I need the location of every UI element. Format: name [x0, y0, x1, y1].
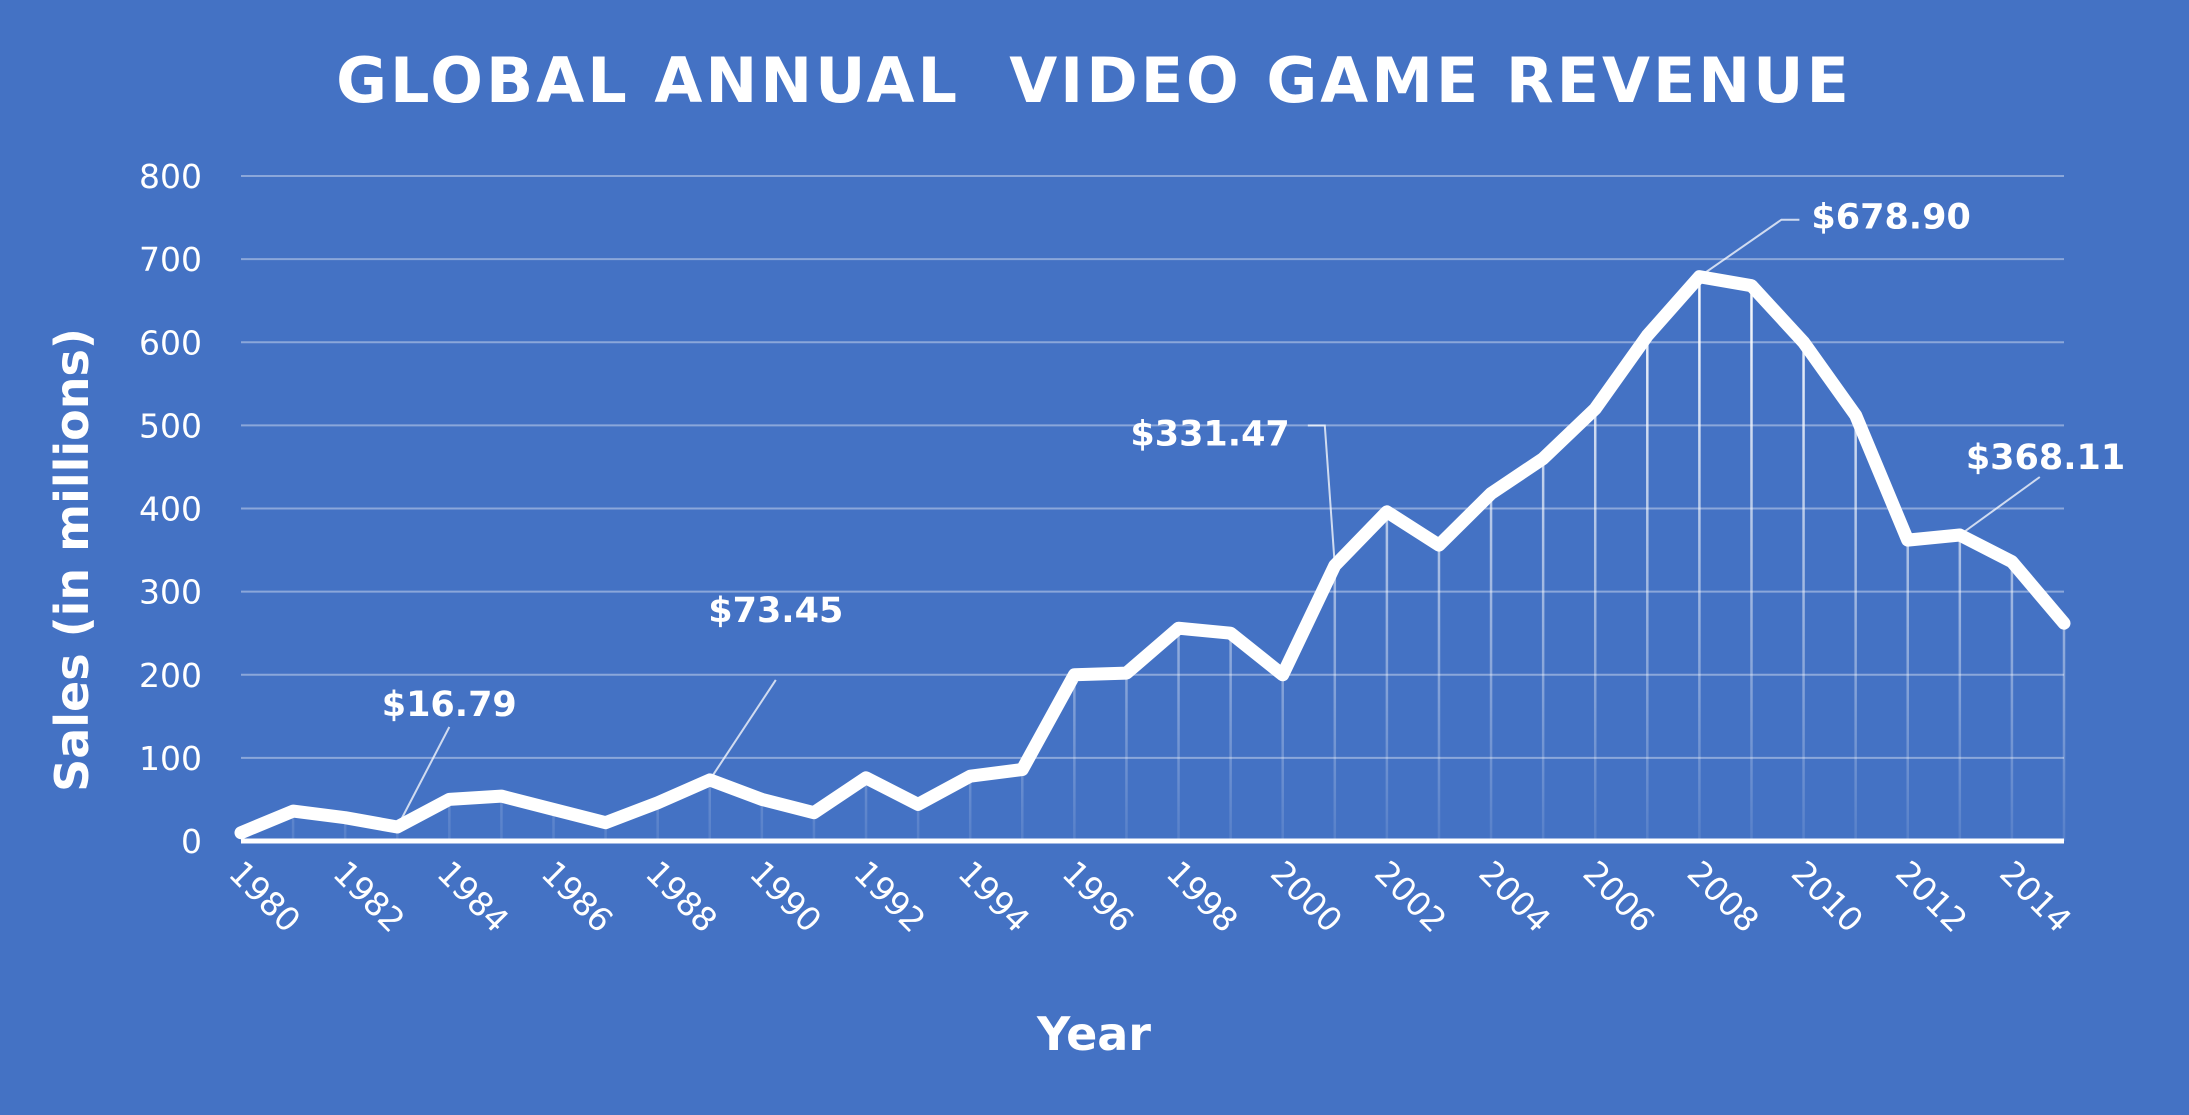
data-label: $678.90: [1811, 198, 1970, 238]
y-tick-label: 200: [139, 656, 202, 695]
y-tick-label: 100: [139, 739, 202, 778]
x-tick-label: 2000: [1263, 853, 1350, 940]
x-tick-label: 1986: [534, 853, 621, 940]
x-tick-label: 1982: [326, 853, 413, 940]
y-tick-label: 700: [139, 240, 202, 279]
y-axis-ticks: 0 100 200 300 400 500 600 700 800: [139, 157, 202, 861]
x-tick-label: 1996: [1055, 853, 1142, 940]
x-tick-label: 2012: [1888, 853, 1975, 940]
x-tick-label: 1988: [638, 853, 725, 940]
leader-line: [1307, 424, 1336, 566]
drop-lines: [291, 276, 2066, 841]
x-tick-label: 2010: [1784, 853, 1871, 940]
data-label: $368.11: [1966, 438, 2125, 478]
x-tick-label: 2002: [1367, 853, 1454, 940]
series-line: [234, 270, 2071, 840]
x-tick-label: 1990: [742, 853, 829, 940]
x-tick-label: 1994: [951, 853, 1038, 940]
x-axis-ticks: 1980 1982 1984 1986 1988 1990 1992 1994 1996 1998…: [221, 853, 2079, 940]
y-axis-title: Sales (in millions): [45, 328, 99, 792]
leader-line: [708, 679, 777, 781]
y-tick-label: 800: [139, 157, 202, 196]
data-labels: $16.79 $73.45 $331.47 $678.90 $368.11: [382, 198, 2125, 828]
x-tick-label: 1998: [1159, 853, 1246, 940]
leader-line: [396, 726, 451, 828]
x-tick-label: 2004: [1471, 853, 1558, 940]
leader-line: [1959, 476, 2041, 536]
data-label: $331.47: [1130, 414, 1289, 454]
x-tick-label: 1980: [221, 853, 308, 940]
x-tick-label: 1992: [846, 853, 933, 940]
y-tick-label: 300: [139, 573, 202, 612]
chart-title: GLOBAL ANNUAL VIDEO GAME REVENUE: [336, 44, 1852, 117]
x-tick-label: 1984: [430, 853, 517, 940]
x-tick-label: 2014: [1992, 853, 2079, 940]
x-tick-label: 2008: [1680, 853, 1767, 940]
y-tick-label: 500: [139, 406, 202, 445]
leader-line: [1698, 218, 1800, 278]
y-tick-label: 600: [139, 323, 202, 362]
data-label: $73.45: [708, 591, 843, 631]
y-tick-label: 400: [139, 490, 202, 529]
gridlines: [241, 175, 2064, 759]
x-axis-title: Year: [1036, 1007, 1151, 1061]
data-label: $16.79: [382, 685, 517, 725]
y-tick-label: 0: [181, 822, 202, 861]
x-tick-label: 2006: [1576, 853, 1663, 940]
series: [234, 270, 2071, 840]
